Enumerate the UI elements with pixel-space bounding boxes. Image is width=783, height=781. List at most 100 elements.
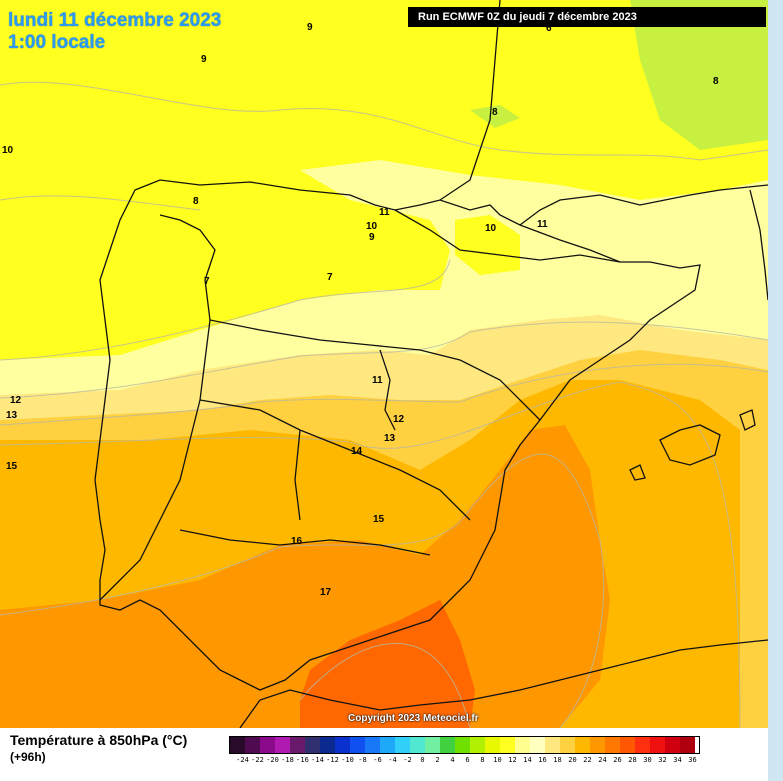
band-6-8-northeast [630, 0, 768, 150]
color-swatch [515, 737, 530, 753]
scale-tick-label: 32 [658, 756, 667, 764]
scale-tick-label: 28 [628, 756, 637, 764]
isotherm-label: 10 [366, 221, 378, 232]
run-label: Run ECMWF 0Z du jeudi 7 décembre 2023 [408, 7, 766, 27]
scale-tick-label: 26 [613, 756, 622, 764]
isotherm-labels: 9 9 6 8 8 10 8 11 10 9 11 10 7 7 12 13 1… [2, 22, 719, 598]
scale-tick-label: 34 [673, 756, 682, 764]
scale-ticks: -24 -22 -20 -18 -16 -14 -12 -10 -8 -6 -4 -2 0 2 4 6 8 10 1… [235, 756, 700, 764]
scale-tick-label: -18 [281, 756, 294, 764]
color-swatch [485, 737, 500, 753]
scale-tick-label: -16 [296, 756, 309, 764]
scale-tick-label: 10 [493, 756, 502, 764]
color-swatch [560, 737, 575, 753]
color-swatch [455, 737, 470, 753]
scale-tick-label: 6 [465, 756, 470, 764]
color-swatch [290, 737, 305, 753]
scale-tick-label: 36 [688, 756, 697, 764]
color-swatch [605, 737, 620, 753]
scale-tick-label: 16 [538, 756, 547, 764]
coastlines [94, 0, 768, 728]
isotherm-label: 13 [6, 410, 18, 421]
isotherm-lines [0, 81, 768, 728]
temperature-field: 9 9 6 8 8 10 8 11 10 9 11 10 7 7 12 13 1… [0, 0, 768, 728]
color-swatch [350, 737, 365, 753]
color-swatches [229, 736, 700, 754]
color-swatch [335, 737, 350, 753]
isotherm-label: 7 [327, 272, 333, 283]
color-swatch [260, 737, 275, 753]
isotherm-label: 10 [2, 145, 14, 156]
scale-tick-label: -2 [403, 756, 412, 764]
scale-tick-label: -20 [266, 756, 279, 764]
temperature-map: 9 9 6 8 8 10 8 11 10 9 11 10 7 7 12 13 1… [0, 0, 768, 728]
band-6-8-small [470, 105, 520, 128]
scale-tick-label: -14 [311, 756, 324, 764]
isotherm-label: 15 [6, 461, 18, 472]
isotherm-label: 11 [379, 207, 390, 218]
isotherm-label: 8 [713, 76, 719, 87]
scale-tick-label: 0 [420, 756, 425, 764]
color-swatch [440, 737, 455, 753]
isotherm-label: 15 [373, 514, 385, 525]
isotherm-label: 12 [10, 395, 22, 406]
legend: Température à 850hPa (°C) (+96h) -24 -22-… [0, 728, 768, 781]
scale-tick-label: -22 [251, 756, 264, 764]
scale-tick-label: 20 [568, 756, 577, 764]
scale-tick-label: -12 [326, 756, 339, 764]
color-swatch [470, 737, 485, 753]
color-swatch [245, 737, 260, 753]
scale-tick-label: 8 [480, 756, 485, 764]
isotherm-label: 13 [384, 433, 396, 444]
color-swatch [320, 737, 335, 753]
isotherm-label: 17 [320, 587, 332, 598]
color-swatch [275, 737, 290, 753]
scale-tick-label: 22 [583, 756, 592, 764]
isotherm-label: 6 [546, 23, 552, 34]
scale-tick-label: -24 [236, 756, 249, 764]
color-swatch [590, 737, 605, 753]
band-8-10-pocket [455, 215, 520, 275]
scale-tick-label: -4 [388, 756, 397, 764]
color-swatch [380, 737, 395, 753]
scale-tick-label: 30 [643, 756, 652, 764]
color-swatch [620, 737, 635, 753]
isotherm-label: 8 [492, 107, 498, 118]
scale-tick-label: 18 [553, 756, 562, 764]
color-swatch [500, 737, 515, 753]
color-swatch [365, 737, 380, 753]
isotherm-label: 9 [369, 232, 375, 243]
isotherm-label: 11 [372, 375, 383, 386]
color-swatch [650, 737, 665, 753]
isotherm-label: 8 [193, 196, 199, 207]
isotherm-label: 16 [291, 536, 303, 547]
isotherm-label: 9 [201, 54, 207, 65]
scale-tick-label: 4 [450, 756, 455, 764]
right-border [768, 0, 783, 781]
color-swatch [680, 737, 695, 753]
color-swatch [410, 737, 425, 753]
isotherm-label: 7 [204, 276, 210, 287]
color-swatch [395, 737, 410, 753]
scale-tick-label: 12 [508, 756, 517, 764]
scale-tick-label: -8 [358, 756, 367, 764]
color-swatch [530, 737, 545, 753]
isotherm-label: 10 [485, 223, 497, 234]
color-swatch [545, 737, 560, 753]
color-swatch [635, 737, 650, 753]
scale-tick-label: -10 [341, 756, 354, 764]
scale-tick-label: 14 [523, 756, 532, 764]
color-swatch [665, 737, 680, 753]
forecast-time: 1:00 locale [8, 32, 106, 53]
scale-tick-label: 2 [435, 756, 440, 764]
color-swatch [305, 737, 320, 753]
scale-tick-label: 24 [598, 756, 607, 764]
color-swatch [425, 737, 440, 753]
isotherm-label: 11 [537, 219, 548, 230]
legend-subtitle: (+96h) [10, 750, 46, 764]
isotherm-label: 12 [393, 414, 405, 425]
scale-tick-label: -6 [373, 756, 382, 764]
band-20-22 [300, 600, 475, 728]
isotherm-label: 9 [307, 22, 313, 33]
